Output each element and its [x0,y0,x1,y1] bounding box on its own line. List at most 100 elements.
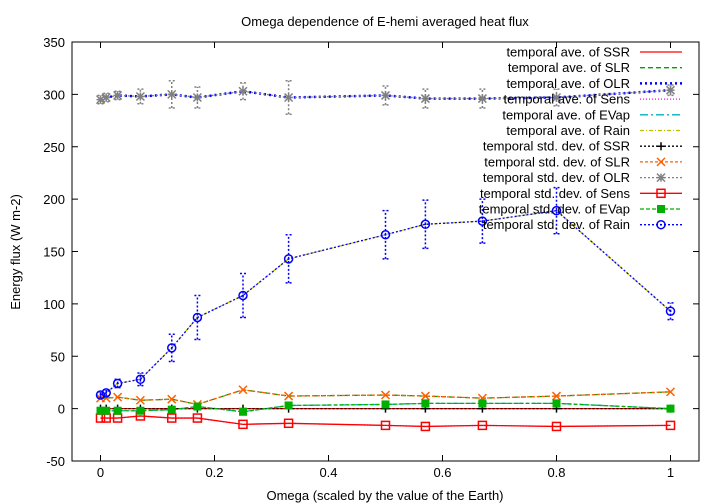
data-point [552,399,561,408]
chart-title: Omega dependence of E-hemi averaged heat… [241,14,529,29]
data-point-center [424,223,427,226]
data-point [381,400,390,409]
legend-label: temporal std. dev. of SSR [483,139,630,154]
data-point [113,90,123,100]
data-point [665,85,676,95]
data-point [101,388,111,398]
data-point-center [287,257,290,260]
data-point [478,399,487,408]
y-tick-label: 0 [58,402,65,417]
x-axis-label: Omega (scaled by the value of the Earth) [266,488,503,503]
data-point [477,420,488,431]
data-point-center [139,378,142,381]
data-point [420,421,431,432]
data-point [101,92,111,103]
legend-label: temporal std. dev. of OLR [483,170,630,185]
series-10 [96,399,675,416]
data-point [95,390,106,400]
series-9 [95,411,676,432]
data-point [551,92,562,103]
data-point [95,95,106,105]
x-tick-label: 0.6 [433,465,451,480]
legend-label: temporal std. dev. of EVap [479,202,630,217]
series-line [100,415,671,428]
data-point [167,89,177,99]
data-point [238,385,248,395]
series-layer [95,80,676,432]
data-point [420,94,430,104]
legend-marker [656,188,666,199]
data-point-center [555,209,558,212]
data-point-center [242,294,244,297]
data-point [113,406,122,415]
legend-label: temporal std. dev. of Sens [480,186,631,201]
legend-marker [657,205,665,213]
data-point [238,419,248,430]
y-tick-label: 50 [51,349,65,364]
data-point-center [481,220,484,223]
data-point [113,392,123,402]
data-point-center [170,346,173,349]
data-point [238,290,248,301]
x-tick-label: 0.8 [547,465,565,480]
error-bar [137,88,144,105]
error-bar [137,372,144,387]
legend-marker-center [660,223,662,226]
legend-label: temporal ave. of EVap [502,107,630,122]
data-point [551,421,562,432]
data-point [167,394,177,404]
data-point [192,92,202,103]
y-tick-label: -50 [46,454,65,469]
y-axis-label: Energy flux (W m-2) [8,194,23,310]
series-11 [95,186,676,400]
error-bar [194,86,201,109]
data-point [239,407,247,416]
x-tick-label: 0 [97,465,104,480]
legend-marker [656,173,666,183]
data-point [380,229,391,240]
data-point [192,413,203,423]
axis-ticks: 0 0.2 0.4 0.6 0.8 1 -50 0 50 100 150 200 250 300 350 [43,35,699,480]
data-point [665,387,676,397]
data-point [135,395,145,405]
data-point [284,92,294,103]
data-point [551,391,562,401]
y-tick-label: 250 [43,140,65,155]
data-point-center [99,394,102,397]
data-point [665,420,676,431]
data-point [167,343,177,353]
data-point-center [196,316,199,319]
y-tick-label: 300 [43,87,65,102]
data-point [420,391,430,401]
y-tick-label: 150 [43,245,65,260]
data-point [477,216,488,226]
data-point [380,420,391,431]
x-tick-label: 0.2 [205,465,223,480]
data-point [112,378,123,389]
data-point-center [116,382,119,385]
legend-label: temporal ave. of SSR [506,45,630,60]
legend-marker [657,142,665,151]
data-point-center [105,391,108,394]
data-point [477,94,487,104]
data-point [420,219,431,230]
y-tick-label: 350 [43,35,65,50]
data-point [102,406,111,415]
y-tick-label: 200 [43,192,65,207]
data-point [193,402,202,411]
legend-label: temporal ave. of OLR [506,76,630,91]
data-point [135,374,146,385]
data-point [284,401,293,410]
data-point [283,254,294,264]
data-point [192,312,203,323]
data-point [380,90,391,100]
legend-marker [656,219,666,230]
data-point [167,405,176,414]
legend-marker [656,157,666,167]
legend-label: temporal ave. of Rain [506,123,630,138]
data-point [284,391,294,401]
legend-label: temporal ave. of Sens [504,92,631,107]
legend-label: temporal std. dev. of SLR [484,154,630,169]
